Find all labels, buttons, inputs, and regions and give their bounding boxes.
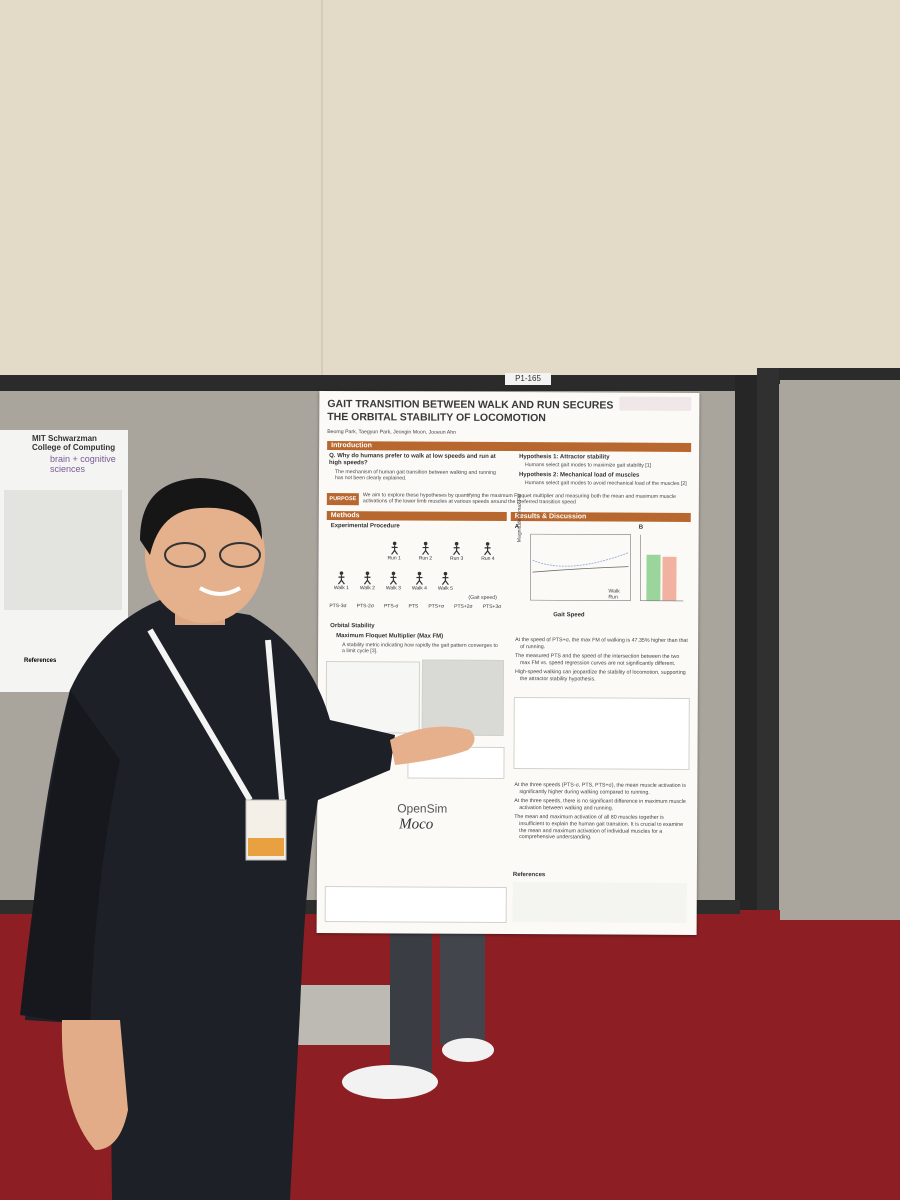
institution: MIT Schwarzman College of Computing [32,434,116,453]
stick-figure [484,542,492,556]
stick-figure [441,571,449,586]
stick-figure [337,571,345,585]
poster: GAIT TRANSITION BETWEEN WALK AND RUN SEC… [316,391,700,935]
gait-cell: Run 4 [481,542,495,562]
gait-cell: Walk 5 [438,571,453,592]
gait-cell: Walk 3 [386,571,401,591]
stick-figure [390,541,398,555]
stick-figure [363,571,371,585]
department: brain + cognitive sciences [50,454,116,475]
gait-cell: Walk 2 [360,571,375,591]
stick-figure [389,571,397,585]
references-heading: References [24,658,57,664]
results-figure [530,533,684,602]
run-labels: Run 1 Run 2 Run 3 Run 4 [379,541,504,562]
stick-figure [415,571,423,585]
gait-cell: Walk 1 [334,571,349,591]
board-label: P1-165 [505,373,551,385]
gait-cell: Run 2 [419,541,432,562]
gait-cell: Run 1 [387,541,401,561]
walk-labels: Walk 1 Walk 2 Walk 3 Walk 4 Walk 5 [328,571,458,592]
neighbor-poster: MIT Schwarzman College of Computing brai… [0,430,128,692]
gait-cell: Run 3 [450,541,463,562]
stick-figure [421,541,429,555]
stick-figure [453,541,461,556]
gait-cell: Walk 4 [412,571,427,592]
